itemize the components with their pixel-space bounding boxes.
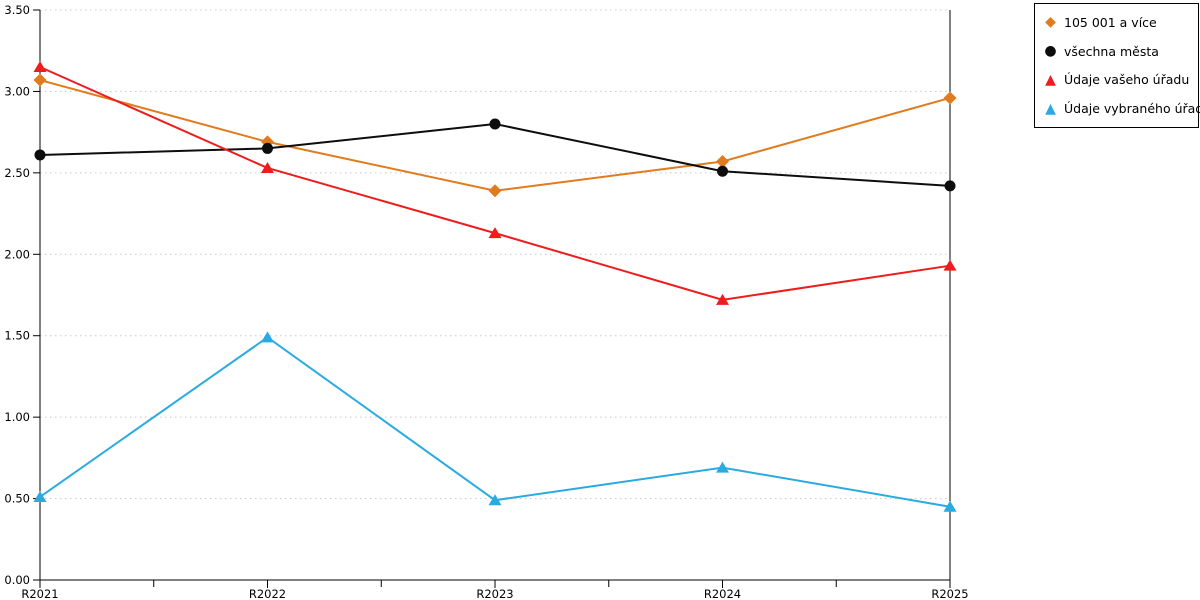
svg-text:1.00: 1.00 [4, 410, 30, 424]
series-0 [33, 73, 957, 198]
legend-label: Údaje vašeho úřadu [1064, 72, 1190, 88]
legend-item: ▲ Údaje vybraného úřadu [1043, 100, 1200, 117]
svg-text:R2025: R2025 [931, 587, 968, 600]
svg-text:R2022: R2022 [249, 587, 286, 600]
legend-label: všechna města [1064, 43, 1159, 59]
legend-label: 105 001 a více [1064, 14, 1157, 30]
y-axis-ticks: 0.00 0.50 1.00 1.50 2.00 2.50 3.00 3.50 [4, 3, 40, 587]
legend-item: ● všechna města [1043, 44, 1194, 59]
gridlines [40, 9, 950, 500]
svg-text:1.50: 1.50 [4, 329, 30, 343]
series-1 [34, 118, 956, 192]
legend-label: Údaje vybraného úřadu [1064, 101, 1200, 117]
x-axis-ticks: R2021 R2022 R2023 R2024 R2025 [21, 580, 969, 600]
series-2 [33, 61, 957, 305]
series-3 [33, 331, 957, 512]
triangle-marker-icon: ▲ [1045, 100, 1056, 117]
svg-text:2.00: 2.00 [4, 247, 30, 261]
svg-text:3.50: 3.50 [4, 3, 30, 17]
circle-marker-icon: ● [1044, 43, 1057, 60]
svg-text:0.50: 0.50 [4, 492, 30, 506]
svg-text:R2023: R2023 [476, 587, 513, 600]
svg-text:3.00: 3.00 [4, 84, 30, 98]
legend: ◆ 105 001 a více ● všechna města ▲ Údaje… [1034, 3, 1200, 128]
svg-text:2.50: 2.50 [4, 166, 30, 180]
svg-text:R2024: R2024 [704, 587, 741, 600]
legend-item: ◆ 105 001 a více [1043, 15, 1194, 30]
diamond-marker-icon: ◆ [1045, 14, 1056, 31]
triangle-marker-icon: ▲ [1045, 71, 1056, 88]
svg-text:0.00: 0.00 [4, 573, 30, 587]
svg-text:R2021: R2021 [21, 587, 58, 600]
legend-item: ▲ Údaje vašeho úřadu [1043, 72, 1194, 87]
